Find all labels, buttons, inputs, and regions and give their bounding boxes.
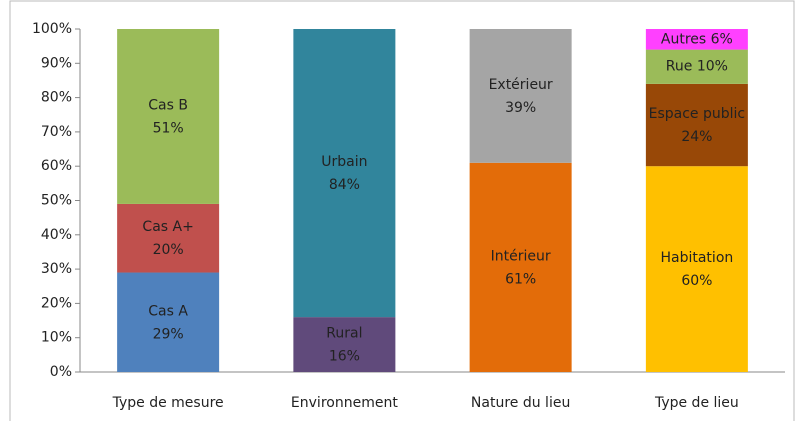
segment-name: Intérieur (491, 248, 551, 264)
value-label: 61% (505, 271, 536, 287)
bar-segment (117, 272, 220, 372)
bar-segment (117, 203, 220, 273)
x-tick-label: Environnement (291, 395, 398, 411)
x-tick-label: Nature du lieu (471, 395, 570, 411)
y-tick-label: 80% (41, 90, 72, 106)
bar-segment (469, 29, 572, 163)
segment-name: Extérieur (489, 77, 553, 93)
chart-frame (9, 0, 795, 421)
x-tick-label: Type de mesure (112, 395, 224, 411)
y-tick-label: 50% (41, 193, 72, 209)
value-label: 29% (153, 326, 184, 342)
bar-segment (645, 83, 748, 167)
segment-name: Cas B (148, 97, 188, 113)
y-tick-label: 10% (41, 330, 72, 346)
bar-segment (293, 29, 396, 318)
segment-name: Autres (661, 31, 706, 47)
y-tick-label: 70% (41, 124, 72, 140)
y-tick-label: 60% (41, 158, 72, 174)
value-label: 84% (329, 177, 360, 193)
y-tick-label: 30% (41, 261, 72, 277)
segment-label: Autres 6% (661, 31, 733, 47)
segment-name: Habitation (660, 250, 733, 266)
y-tick-label: 90% (41, 55, 72, 71)
segment-name: Rue (666, 59, 693, 75)
segment-label: Rue 10% (666, 59, 728, 75)
value-label: 16% (329, 349, 360, 365)
segment-name: Espace public (649, 106, 746, 122)
value-label: 51% (153, 120, 184, 136)
x-tick-label: Type de lieu (654, 395, 739, 411)
bar-segment (469, 162, 572, 372)
segment-name: Urbain (321, 154, 367, 170)
y-tick-label: 20% (41, 295, 72, 311)
segment-name: Cas A+ (142, 219, 193, 235)
y-tick-label: 100% (32, 21, 72, 37)
bar-segment (117, 29, 220, 204)
segment-name: Rural (326, 326, 362, 342)
value-label: 39% (505, 100, 536, 116)
bar-segment (645, 49, 748, 84)
bar-segment (645, 29, 748, 50)
bar-segment (645, 166, 748, 372)
value-label: 10% (697, 59, 728, 75)
segment-name: Cas A (148, 303, 188, 319)
value-label: 20% (153, 242, 184, 258)
value-label: 6% (711, 31, 733, 47)
bar-segment (293, 317, 396, 372)
value-label: 60% (681, 273, 712, 289)
y-tick-label: 0% (50, 364, 72, 380)
y-tick-label: 40% (41, 227, 72, 243)
value-label: 24% (681, 129, 712, 145)
